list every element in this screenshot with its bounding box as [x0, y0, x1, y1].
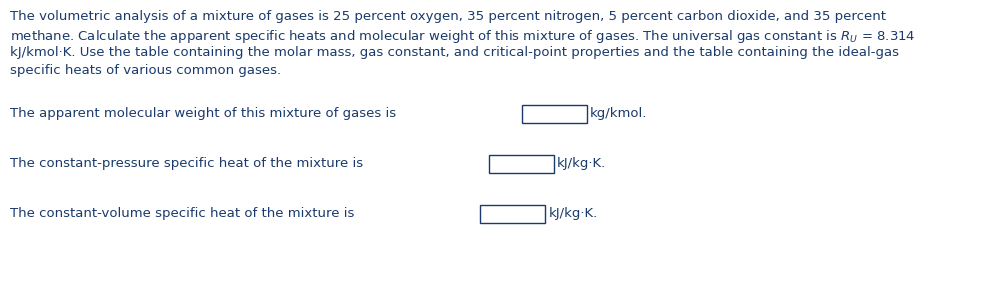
Text: kJ/kg·K.: kJ/kg·K. [558, 157, 606, 170]
Text: kg/kmol.: kg/kmol. [590, 107, 648, 121]
Text: The apparent molecular weight of this mixture of gases is: The apparent molecular weight of this mi… [10, 107, 401, 121]
Text: The constant-volume specific heat of the mixture is: The constant-volume specific heat of the… [10, 208, 359, 220]
Bar [522, 105, 587, 123]
Text: The constant-pressure specific heat of the mixture is: The constant-pressure specific heat of t… [10, 157, 367, 170]
Text: The volumetric analysis of a mixture of gases is 25 percent oxygen, 35 percent n: The volumetric analysis of a mixture of … [10, 10, 886, 23]
Text: methane. Calculate the apparent specific heats and molecular weight of this mixt: methane. Calculate the apparent specific… [10, 28, 916, 45]
Text: kJ/kg·K.: kJ/kg·K. [549, 208, 597, 220]
Text: specific heats of various common gases.: specific heats of various common gases. [10, 64, 281, 77]
Text: kJ/kmol·K. Use the table containing the molar mass, gas constant, and critical-p: kJ/kmol·K. Use the table containing the … [10, 46, 899, 59]
Bar [489, 155, 555, 173]
Bar [480, 205, 546, 223]
